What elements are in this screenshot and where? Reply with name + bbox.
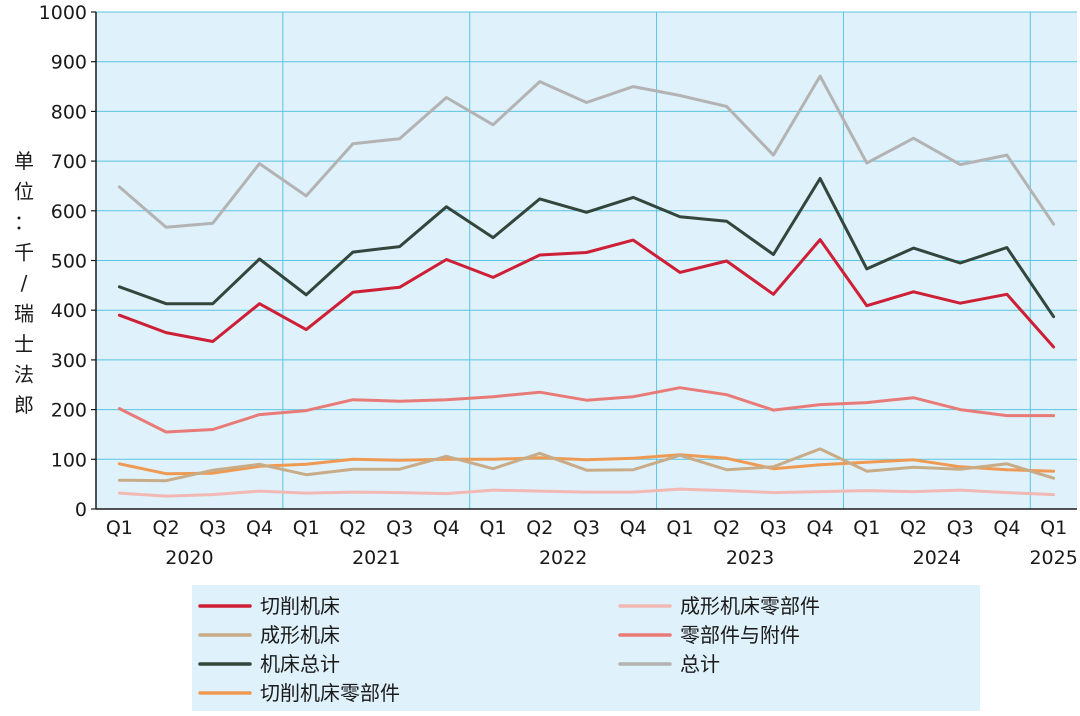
y-tick-label: 500 [51,251,87,273]
x-tick-label: Q3 [760,517,787,539]
series-line [117,177,1056,319]
x-tick-label: Q3 [386,517,413,539]
legend-label: 成形机床 [260,623,340,647]
legend-box [192,585,980,711]
year-label: 2023 [726,547,774,569]
x-tick-label: Q4 [807,517,834,539]
y-axis-label-char: ： [14,210,34,234]
y-axis-label-char: 郎 [14,393,34,417]
x-tick-label: Q4 [246,517,273,539]
series-line [117,447,1056,483]
y-axis-label-char: 位 [14,180,34,204]
y-tick-label: 900 [51,52,87,74]
x-tick-label: Q2 [900,517,927,539]
legend-label: 总计 [680,652,720,676]
series-line [117,238,1056,349]
y-tick-label: 200 [51,400,87,422]
year-label: 2022 [539,547,587,569]
y-axis-label-char: 单 [14,149,34,173]
y-tick-labels: 0 100 200 300 400 500 600 700 800 900 1000 [39,2,87,521]
x-tick-label: Q1 [480,517,507,539]
x-tick-labels: Q1 Q2 Q3 Q4 Q1 Q2 Q3 Q4 Q1 Q2 Q3 Q4 Q1 Q2 Q3 Q4 Q1 Q2 Q3 Q4… [106,517,1078,569]
x-tick-label: Q2 [526,517,553,539]
y-tick-label: 1000 [39,2,87,24]
year-label: 2024 [913,547,961,569]
legend-label: 切削机床零部件 [260,681,400,705]
year-label: 2020 [165,547,213,569]
x-tick-label: Q4 [993,517,1020,539]
legend-label: 零部件与附件 [680,623,800,647]
legend-label: 成形机床零部件 [680,594,820,618]
y-axis-label-char: 士 [14,332,34,356]
y-axis-label-char: 法 [14,363,34,387]
x-tick-label: Q1 [293,517,320,539]
series-line [117,386,1056,434]
x-tick-label: Q3 [199,517,226,539]
series-line [117,453,1056,476]
y-tick-label: 100 [51,449,87,471]
x-tick-label: Q2 [339,517,366,539]
y-axis-label-char: / [21,271,28,295]
legend-label: 机床总计 [260,652,340,676]
y-axis-label-char: 瑞 [14,302,34,326]
y-tick-label: 700 [51,151,87,173]
x-tick-label: Q1 [853,517,880,539]
x-tick-label: Q3 [947,517,974,539]
year-label: 2025 [1029,547,1077,569]
x-tick-label: Q2 [713,517,740,539]
x-tick-label: Q3 [573,517,600,539]
x-tick-label: Q2 [153,517,180,539]
y-tick-label: 600 [51,201,87,223]
y-axis-label-char: 千 [14,241,34,265]
x-tick-label: Q1 [666,517,693,539]
series-line [117,74,1056,229]
x-tick-label: Q1 [1040,517,1067,539]
y-tick-label: 300 [51,350,87,372]
y-tick-label: 800 [51,101,87,123]
series-line [117,487,1056,498]
x-tick-label: Q4 [620,517,647,539]
x-tick-label: Q4 [433,517,460,539]
x-tick-label: Q1 [106,517,133,539]
grid [91,11,1077,510]
y-tick-label: 400 [51,300,87,322]
series-lines [117,74,1056,498]
y-tick-label: 0 [75,499,87,521]
legend-label: 切削机床 [260,594,340,618]
year-label: 2021 [352,547,400,569]
